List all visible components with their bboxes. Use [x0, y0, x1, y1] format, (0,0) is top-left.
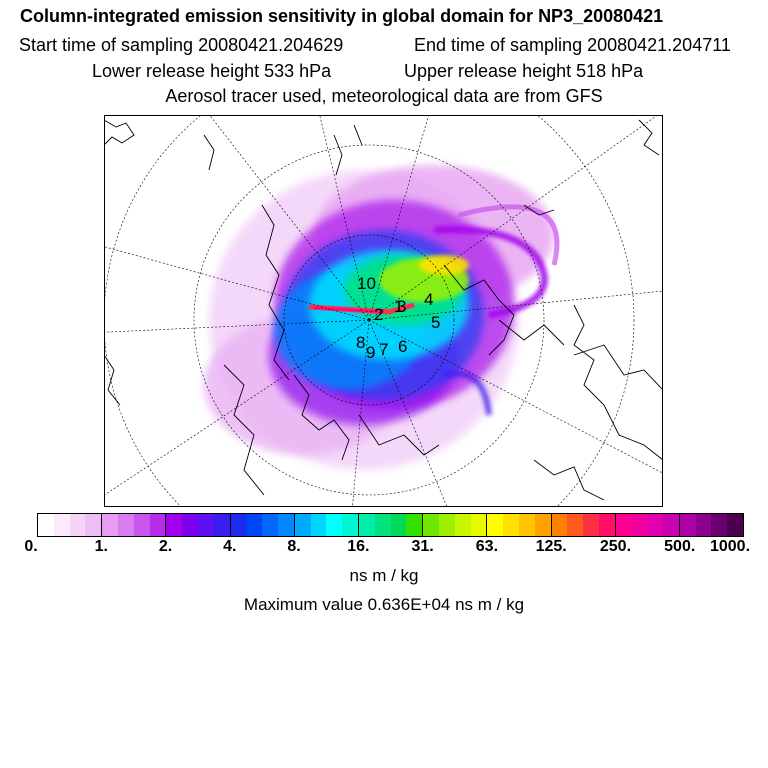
colorbar-tick-label: 31.: [411, 538, 434, 555]
colorbar-tick-label: 1000.: [709, 538, 751, 555]
colorbar-segment: [149, 514, 167, 536]
colorbar-segment: [487, 514, 504, 536]
colorbar-segment: [438, 514, 455, 536]
colorbar-tick-label: 2.: [158, 538, 173, 555]
colorbar-segment: [246, 514, 263, 536]
colorbar-segment: [117, 514, 134, 536]
colorbar-segment: [663, 514, 680, 536]
marker-7: 7: [379, 340, 388, 359]
colorbar-units: ns m / kg: [349, 566, 419, 585]
colorbar-segment: [727, 514, 744, 536]
colorbar-tick-label: 250.: [599, 538, 632, 555]
colorbar-segment: [310, 514, 327, 536]
colorbar-tick-label: 0.: [24, 538, 38, 555]
marker-5: 5: [431, 313, 440, 332]
colorbar-segment: [358, 514, 375, 536]
trajectory-markers: 1 2 3 4 5 6 7 8 9 10: [356, 274, 440, 362]
marker-3: 3: [397, 297, 406, 316]
colorbar-segment: [69, 514, 86, 536]
start-time-label: Start time of sampling 20080421.204629: [19, 35, 344, 55]
colorbar-segment: [53, 514, 70, 536]
colorbar-segment: [374, 514, 391, 536]
colorbar-ticks: 0. 1. 2. 4. 8. 16. 31. 63. 125. 250. 500. 1000.: [0, 538, 768, 558]
colorbar-tick-label: 4.: [223, 538, 237, 555]
colorbar-segment: [262, 514, 278, 536]
colorbar-segment: [38, 514, 54, 536]
colorbar: [37, 513, 744, 537]
upper-release-label: Upper release height 518 hPa: [404, 61, 644, 81]
colorbar-tick-label: 1.: [94, 538, 108, 555]
marker-1: 1: [394, 297, 403, 316]
colorbar-segment: [551, 514, 568, 536]
marker-4: 4: [424, 290, 433, 309]
plot-title: Column-integrated emission sensitivity i…: [20, 6, 664, 26]
colorbar-segment: [454, 514, 471, 536]
colorbar-segment: [294, 514, 311, 536]
colorbar-segment: [182, 514, 198, 536]
tracer-info: Aerosol tracer used, meteorological data…: [165, 86, 603, 106]
colorbar-tick-label: 500.: [664, 538, 696, 555]
colorbar-segment: [615, 514, 632, 536]
colorbar-segment: [631, 514, 648, 536]
colorbar-segment: [503, 514, 519, 536]
lower-release-label: Lower release height 533 hPa: [92, 61, 332, 81]
colorbar-segment: [567, 514, 584, 536]
marker-10: 10: [357, 274, 376, 293]
sensitivity-map: 1 2 3 4 5 6 7 8 9 10: [104, 115, 663, 507]
colorbar-segment: [711, 514, 728, 536]
colorbar-segment: [326, 514, 343, 536]
colorbar-segment: [230, 514, 247, 536]
colorbar-tick-label: 8.: [287, 538, 301, 555]
colorbar-segment: [85, 514, 103, 536]
colorbar-segment: [583, 514, 599, 536]
colorbar-segment: [598, 514, 616, 536]
colorbar-tick-label: 16.: [347, 538, 370, 555]
colorbar-segment: [647, 514, 664, 536]
colorbar-segment: [470, 514, 488, 536]
colorbar-segment: [423, 514, 439, 536]
colorbar-segment: [102, 514, 118, 536]
colorbar-segment: [679, 514, 696, 536]
maximum-value-label: Maximum value 0.636E+04 ns m / kg: [243, 595, 525, 614]
colorbar-segment: [197, 514, 214, 536]
marker-9: 9: [366, 343, 375, 362]
colorbar-segment: [342, 514, 359, 536]
marker-2: 2: [374, 305, 383, 324]
colorbar-segment: [695, 514, 712, 536]
marker-6: 6: [398, 337, 407, 356]
coastlines: [104, 119, 663, 501]
colorbar-segment: [518, 514, 535, 536]
marker-8: 8: [356, 333, 365, 352]
colorbar-segment: [406, 514, 424, 536]
colorbar-segment: [390, 514, 407, 536]
colorbar-segment: [277, 514, 295, 536]
colorbar-segment: [133, 514, 150, 536]
colorbar-segment: [166, 514, 183, 536]
end-time-label: End time of sampling 20080421.204711: [414, 35, 731, 55]
map-frame: [104, 115, 663, 507]
colorbar-segment: [534, 514, 552, 536]
colorbar-tick-label: 125.: [535, 538, 567, 555]
colorbar-tick-label: 63.: [475, 538, 499, 555]
colorbar-segment: [213, 514, 231, 536]
